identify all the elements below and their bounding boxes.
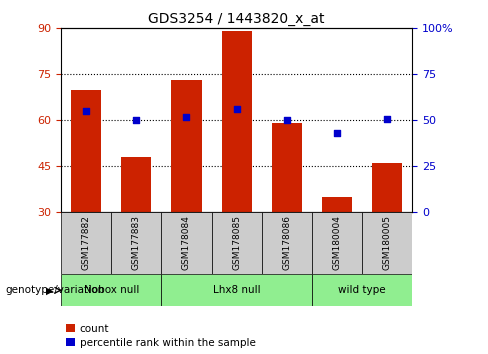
Point <box>384 116 391 121</box>
Legend: count, percentile rank within the sample: count, percentile rank within the sample <box>66 324 256 348</box>
Title: GDS3254 / 1443820_x_at: GDS3254 / 1443820_x_at <box>148 12 325 26</box>
Bar <box>312 274 412 306</box>
Text: GSM177882: GSM177882 <box>81 215 91 270</box>
Bar <box>372 163 402 212</box>
Text: GSM177883: GSM177883 <box>132 215 141 270</box>
Point <box>132 118 140 123</box>
Bar <box>162 212 212 274</box>
Bar <box>111 212 162 274</box>
Text: GSM178086: GSM178086 <box>283 215 291 270</box>
Bar <box>171 80 202 212</box>
Bar <box>61 274 162 306</box>
Bar <box>222 32 252 212</box>
Bar <box>322 197 352 212</box>
Text: Nobox null: Nobox null <box>83 285 139 295</box>
Bar <box>362 212 412 274</box>
Text: wild type: wild type <box>338 285 386 295</box>
Bar <box>272 124 302 212</box>
Point <box>283 118 291 123</box>
Text: GSM180004: GSM180004 <box>332 215 342 270</box>
Bar <box>262 212 312 274</box>
Text: GSM180005: GSM180005 <box>383 215 392 270</box>
Point <box>233 107 241 112</box>
Bar <box>71 90 101 212</box>
Text: GSM178085: GSM178085 <box>232 215 241 270</box>
Bar <box>162 274 312 306</box>
Text: Lhx8 null: Lhx8 null <box>213 285 261 295</box>
Point <box>183 114 190 120</box>
Point <box>333 130 341 136</box>
Text: GSM178084: GSM178084 <box>182 215 191 270</box>
Text: genotype/variation: genotype/variation <box>5 285 104 295</box>
Point <box>82 108 90 114</box>
Bar <box>61 212 111 274</box>
Bar <box>212 212 262 274</box>
Bar <box>312 212 362 274</box>
Text: ▶: ▶ <box>46 285 54 295</box>
Bar <box>121 157 151 212</box>
